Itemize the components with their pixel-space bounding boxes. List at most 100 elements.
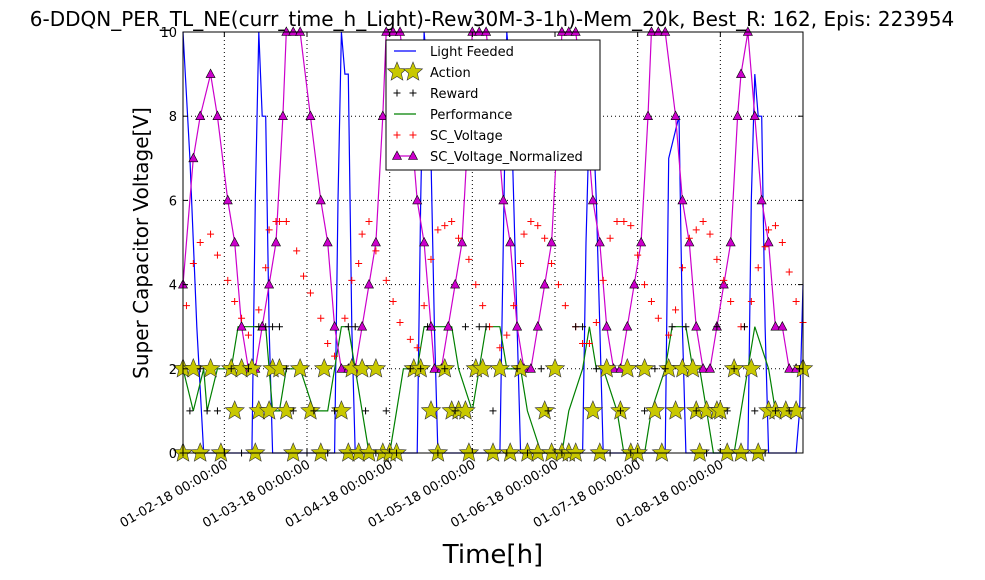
sc-voltage-marker	[331, 352, 339, 360]
legend-label: SC_Voltage	[430, 129, 503, 144]
sc-voltage-normalized-marker	[546, 236, 557, 247]
sc-voltage-marker	[372, 247, 380, 255]
legend-sc-voltage-marker	[393, 131, 401, 139]
sc-voltage-normalized-marker	[236, 321, 247, 331]
sc-voltage-marker	[685, 234, 693, 242]
reward-marker	[186, 407, 194, 415]
sc-voltage-normalized-marker	[622, 321, 633, 331]
reward-marker	[331, 407, 339, 415]
sc-voltage-normalized-marker	[370, 236, 381, 247]
reward-marker	[262, 323, 270, 331]
sc-voltage-normalized-marker	[315, 194, 326, 205]
sc-voltage-marker	[620, 217, 628, 225]
sc-voltage-marker	[282, 217, 290, 225]
sc-voltage-marker	[765, 226, 773, 234]
sc-voltage-normalized-marker	[381, 26, 392, 36]
sc-voltage-normalized-marker	[636, 236, 647, 247]
reward-marker	[382, 407, 390, 415]
sc-voltage-normalized-marker	[587, 194, 598, 205]
reward-marker	[344, 323, 352, 331]
sc-voltage-normalized-marker	[188, 152, 199, 163]
sc-voltage-normalized-marker	[705, 363, 715, 373]
reward-marker	[489, 407, 497, 415]
action-marker	[510, 358, 531, 378]
plot-frame	[182, 31, 804, 454]
reward-marker	[661, 365, 669, 373]
reward-marker	[203, 407, 211, 415]
sc-voltage-marker	[692, 226, 700, 234]
legend-sc-voltage-normalized-marker	[392, 150, 402, 160]
sc-voltage-marker	[527, 217, 535, 225]
sc-voltage-normalized-marker	[749, 110, 760, 120]
legend-sc-voltage-normalized-marker	[408, 150, 418, 160]
y-tick-label: 8	[169, 110, 177, 125]
sc-voltage-normalized-marker	[481, 26, 492, 36]
sc-voltage-marker	[382, 276, 390, 284]
y-tick-label: 2	[169, 363, 177, 378]
sc-voltage-marker	[255, 306, 263, 314]
plot-area	[172, 26, 814, 462]
sc-voltage-marker	[244, 331, 252, 339]
sc-voltage-marker	[517, 260, 525, 268]
action-marker	[210, 442, 232, 462]
y-tick-label: 6	[169, 194, 177, 209]
sc-voltage-marker	[434, 226, 442, 234]
sc-voltage-normalized-marker	[660, 26, 671, 36]
reward-marker	[289, 407, 297, 415]
sc-voltage-marker	[213, 251, 221, 259]
sc-voltage-normalized-marker	[205, 68, 216, 78]
sc-voltage-normalized-marker	[563, 26, 574, 36]
sc-voltage-marker	[641, 281, 649, 289]
action-marker	[245, 442, 266, 462]
action-marker	[289, 358, 311, 378]
reward-marker	[544, 407, 552, 415]
sc-voltage-marker	[541, 234, 549, 242]
sc-voltage-normalized-marker	[629, 278, 640, 289]
sc-voltage-marker	[182, 302, 190, 310]
sc-voltage-marker	[699, 217, 707, 225]
sc-voltage-marker	[554, 281, 562, 289]
sc-voltage-normalized-marker	[763, 236, 774, 247]
action-marker	[224, 400, 245, 420]
sc-voltage-normalized-marker	[653, 26, 664, 36]
action-marker	[300, 400, 321, 420]
reward-marker	[451, 407, 459, 415]
legend-reward-marker	[393, 89, 401, 97]
sc-voltage-normalized-marker	[377, 110, 388, 120]
sc-voltage-marker	[592, 318, 600, 326]
reward-marker	[668, 323, 676, 331]
legend-item-action: Action	[386, 61, 471, 81]
sc-voltage-normalized-marker	[594, 236, 605, 247]
x-axis-label: Time[h]	[442, 540, 543, 570]
series-action	[172, 358, 814, 462]
sc-voltage-normalized-marker	[736, 68, 746, 78]
reward-marker	[537, 365, 545, 373]
sc-voltage-marker	[761, 243, 769, 251]
action-marker	[565, 442, 586, 462]
legend-sc-voltage-marker	[409, 131, 417, 139]
action-marker	[682, 358, 704, 378]
sc-voltage-normalized-marker	[756, 194, 767, 205]
legend-item-performance: Performance	[394, 108, 512, 123]
sc-voltage-normalized-marker	[412, 194, 423, 205]
sc-voltage-marker	[785, 268, 793, 276]
y-axis: 0 2 4 6 8 10	[160, 26, 803, 462]
sc-voltage-marker	[727, 297, 735, 305]
sc-voltage-normalized-marker	[777, 321, 788, 331]
sc-voltage-marker	[306, 289, 314, 297]
sc-voltage-marker	[406, 335, 414, 343]
action-marker	[282, 442, 304, 462]
sc-voltage-normalized-marker	[322, 236, 333, 247]
sc-voltage-marker	[396, 318, 404, 326]
action-marker	[499, 442, 521, 462]
sc-voltage-marker	[720, 276, 728, 284]
sc-voltage-marker	[348, 276, 356, 284]
legend-item-sc-voltage-normalized: SC_Voltage_Normalized	[392, 150, 583, 165]
series-reward	[179, 323, 804, 457]
sc-voltage-normalized-marker	[222, 194, 233, 205]
reward-marker	[213, 407, 221, 415]
sc-voltage-marker	[706, 230, 714, 238]
reward-marker	[785, 407, 793, 415]
sc-voltage-normalized-marker	[212, 110, 223, 120]
sc-voltage-marker	[455, 234, 463, 242]
